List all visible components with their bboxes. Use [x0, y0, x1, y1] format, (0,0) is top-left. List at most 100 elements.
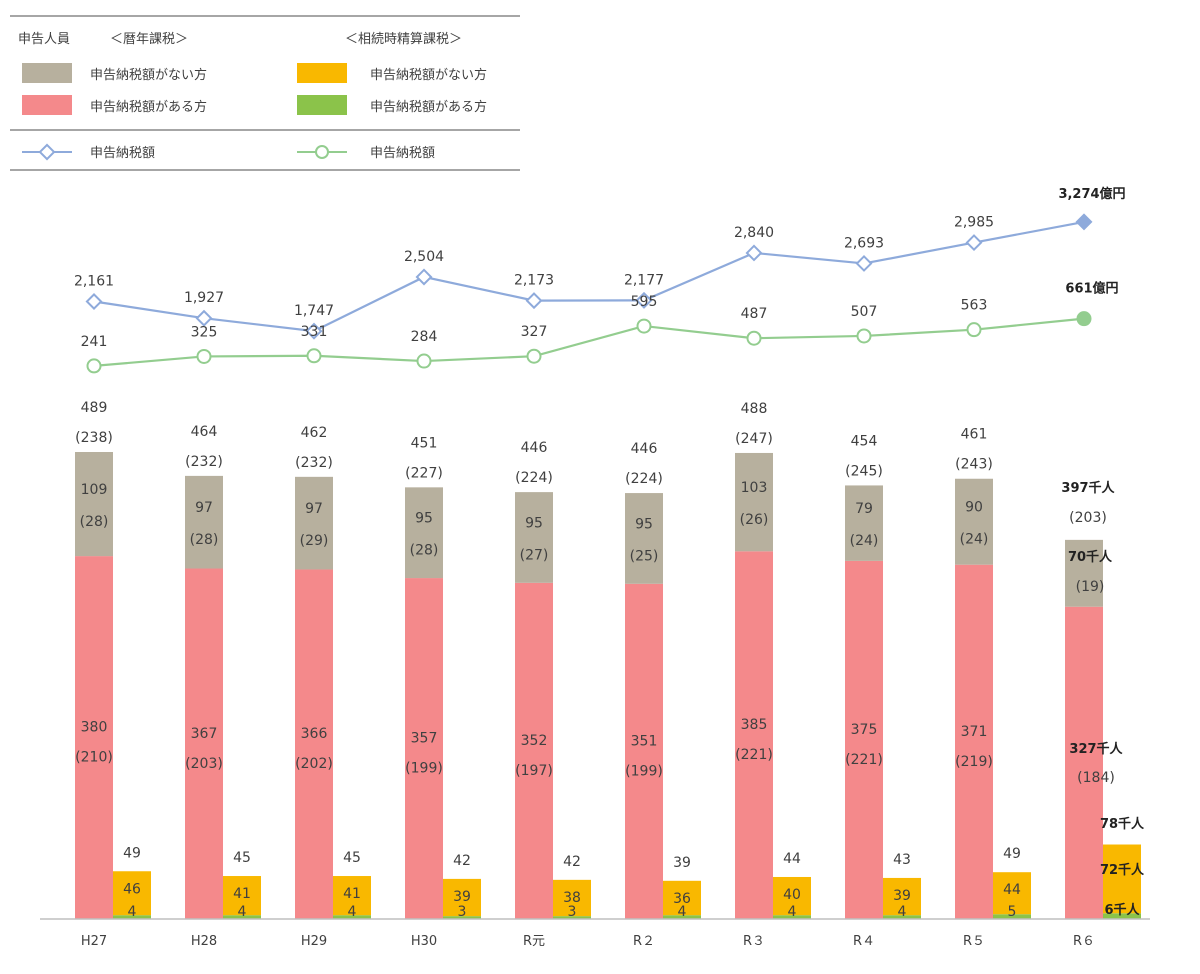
label-annual-total-sub: (232): [185, 454, 223, 470]
bar-settle-no-tax: [113, 871, 151, 916]
label-annual-tax: 2,504: [404, 249, 444, 265]
label-settle-with-tax: 4: [898, 904, 907, 920]
label-settle-total: 39: [673, 855, 691, 871]
label-annual-with-tax: 375: [851, 722, 878, 738]
legend-swatch-settle-no-tax: [297, 63, 347, 83]
bar-annual-no-tax: [295, 476, 333, 570]
label-settle-total: 42: [453, 853, 471, 869]
label-settle-no-tax: 38: [563, 890, 581, 906]
labels-layer: 380(210)109(28)489(238)49464367(203)97(2…: [74, 186, 1145, 920]
legend-swatch-annual-with-tax: [22, 95, 72, 115]
point-settle-tax: [966, 322, 982, 338]
label-annual-with-tax-sub: (203): [185, 756, 223, 772]
label-settle-total: 43: [893, 852, 911, 868]
bar-settle-with-tax: [1103, 913, 1141, 919]
label-settle-no-tax: 39: [453, 889, 471, 905]
bar-annual-with-tax: [1065, 606, 1103, 919]
bar-settle-with-tax: [223, 915, 261, 919]
label-settle-total: 78千人: [1100, 816, 1145, 832]
label-annual-with-tax-sub: (202): [295, 756, 333, 772]
label-annual-no-tax-sub: (28): [190, 532, 219, 548]
bar-settle-with-tax: [883, 915, 921, 919]
label-settle-tax: 487: [741, 306, 768, 322]
label-annual-tax: 1,747: [294, 303, 334, 319]
label-annual-with-tax-sub: (221): [735, 747, 773, 763]
label-annual-no-tax-sub: (19): [1076, 579, 1105, 595]
bar-annual-no-tax: [735, 452, 773, 552]
point-annual-tax: [195, 309, 213, 327]
label-annual-with-tax: 327千人: [1069, 741, 1123, 757]
label-annual-no-tax: 79: [855, 501, 873, 517]
x-tick-label: R３: [743, 934, 765, 949]
label-annual-no-tax: 95: [415, 511, 433, 527]
legend-people-label: 申告人員: [18, 32, 70, 47]
label-annual-no-tax: 103: [741, 480, 768, 496]
point-annual-tax: [85, 293, 103, 310]
point-settle-tax: [1076, 311, 1092, 327]
label-settle-tax: 507: [851, 304, 878, 320]
bar-annual-with-tax: [955, 564, 993, 919]
label-annual-no-tax-sub: (24): [850, 533, 879, 549]
label-annual-with-tax-sub: (219): [955, 754, 993, 770]
label-annual-with-tax: 351: [631, 733, 658, 749]
point-annual-tax: [305, 322, 323, 340]
label-annual-tax: 3,274億円: [1058, 186, 1125, 202]
label-annual-tax: 2,161: [74, 273, 114, 289]
label-annual-no-tax-sub: (24): [960, 532, 989, 548]
label-settle-with-tax: 4: [678, 904, 687, 920]
legend-annual-tax-line: 申告納税額: [90, 146, 155, 161]
label-annual-with-tax: 371: [961, 724, 988, 740]
x-tick-label: H30: [411, 934, 437, 949]
label-annual-total: 446: [521, 440, 548, 456]
label-settle-tax: 331: [301, 324, 328, 340]
point-annual-tax: [855, 254, 873, 272]
label-annual-with-tax: 367: [191, 726, 218, 742]
label-annual-total: 461: [961, 427, 988, 443]
label-settle-no-tax: 39: [893, 888, 911, 904]
legend-group-settlement: ＜相続時精算課税＞: [345, 31, 462, 47]
x-tick-label: H27: [81, 934, 107, 949]
label-annual-tax: 1,927: [184, 290, 224, 306]
point-annual-tax: [635, 291, 653, 309]
label-annual-total: 451: [411, 435, 438, 451]
bar-settle-with-tax: [663, 915, 701, 919]
bar-settle-no-tax: [1103, 844, 1141, 914]
label-annual-no-tax-sub: (28): [80, 514, 109, 530]
bar-settle-no-tax: [773, 876, 811, 916]
label-settle-total: 45: [343, 850, 361, 866]
label-annual-with-tax-sub: (210): [75, 750, 113, 766]
label-annual-tax: 2,173: [514, 273, 554, 289]
label-settle-total: 42: [563, 854, 581, 870]
bar-settle-no-tax: [993, 872, 1031, 915]
bar-settle-no-tax: [553, 879, 591, 917]
label-annual-total-sub: (224): [515, 470, 553, 486]
legend-settle-no-tax: 申告納税額がない方: [370, 67, 487, 83]
x-tick-label: H29: [301, 934, 327, 949]
label-annual-no-tax: 95: [635, 516, 653, 532]
label-annual-no-tax: 97: [195, 500, 213, 516]
label-annual-total-sub: (245): [845, 463, 883, 479]
label-annual-total-sub: (224): [625, 471, 663, 487]
x-tick-labels: H27 H28 H29 H30 R元 R２ R３ R４ R５ R６: [81, 934, 1095, 949]
label-annual-with-tax: 366: [301, 726, 328, 742]
bar-settle-with-tax: [333, 915, 371, 919]
bar-annual-no-tax: [185, 475, 223, 569]
x-tick-label: R６: [1073, 934, 1095, 949]
bar-settle-with-tax: [553, 916, 591, 919]
bar-annual-with-tax: [75, 556, 113, 919]
label-annual-tax: 2,177: [624, 272, 664, 288]
label-annual-with-tax-sub: (199): [625, 763, 663, 779]
label-annual-no-tax: 109: [81, 482, 108, 498]
label-annual-total-sub: (243): [955, 457, 993, 473]
label-settle-no-tax: 36: [673, 891, 691, 907]
x-tick-label: H28: [191, 934, 217, 949]
label-annual-no-tax-sub: (29): [300, 533, 329, 549]
label-annual-total: 446: [631, 441, 658, 457]
line-settle-tax: [93, 317, 1085, 367]
x-tick-label: R元: [523, 934, 545, 949]
label-annual-no-tax: 90: [965, 500, 983, 516]
point-annual-tax: [745, 244, 763, 262]
label-settle-total: 45: [233, 850, 251, 866]
bar-annual-no-tax: [955, 478, 993, 565]
label-settle-tax: 661億円: [1065, 281, 1118, 297]
